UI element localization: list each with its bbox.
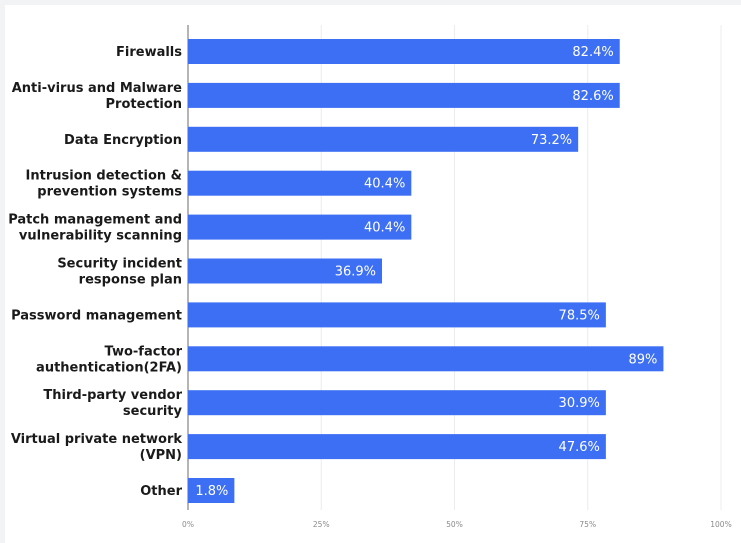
category-label: Virtual private network xyxy=(11,432,183,447)
data-label: 36.9% xyxy=(335,265,376,280)
category-label: prevention systems xyxy=(37,185,182,200)
category-label: Security incident xyxy=(57,257,182,272)
category-label: Protection xyxy=(106,97,182,112)
category-label: Other xyxy=(140,484,182,499)
bar-chart: 82.4% Firewalls 82.6% Anti-virus and Malwar… xyxy=(8,25,732,529)
data-label: 40.4% xyxy=(364,221,405,236)
data-label: 47.6% xyxy=(559,440,600,455)
bar xyxy=(188,346,664,372)
bar xyxy=(188,390,606,416)
bar xyxy=(188,478,235,503)
bar xyxy=(188,434,606,460)
category-label: Password management xyxy=(11,308,182,323)
category-label: Third-party vendor xyxy=(43,388,182,403)
data-label: 30.9% xyxy=(559,396,600,411)
data-label: 1.8% xyxy=(195,484,228,499)
bar xyxy=(188,82,620,108)
x-tick-label: 0% xyxy=(182,520,194,529)
data-label: 82.4% xyxy=(572,45,613,60)
x-tick-label: 50% xyxy=(446,520,463,529)
data-label: 89% xyxy=(629,352,658,367)
x-tick-label: 75% xyxy=(579,520,596,529)
data-label: 78.5% xyxy=(559,308,600,323)
category-label: Firewalls xyxy=(116,45,182,60)
bar xyxy=(188,258,383,284)
x-tick-label: 100% xyxy=(710,520,731,529)
category-label: response plan xyxy=(79,273,182,288)
bar xyxy=(188,302,606,328)
category-label: Patch management and xyxy=(8,213,182,228)
category-label: Data Encryption xyxy=(64,133,182,148)
category-label: Anti-virus and Malware xyxy=(12,81,182,96)
category-label: Intrusion detection & xyxy=(26,169,182,184)
bar xyxy=(188,214,412,240)
category-label: Two-factor xyxy=(105,344,183,359)
category-label: (VPN) xyxy=(140,448,182,463)
data-label: 73.2% xyxy=(531,133,572,148)
category-label: security xyxy=(123,404,183,419)
bar xyxy=(188,126,579,152)
category-label: vulnerability scanning xyxy=(19,229,182,244)
chart-card: 82.4% Firewalls 82.6% Anti-virus and Malwar… xyxy=(5,5,741,543)
x-tick-label: 25% xyxy=(313,520,330,529)
bar xyxy=(188,39,620,64)
data-label: 82.6% xyxy=(572,89,613,104)
data-label: 40.4% xyxy=(364,177,405,192)
bar xyxy=(188,170,412,196)
category-label: authentication(2FA) xyxy=(36,360,182,375)
